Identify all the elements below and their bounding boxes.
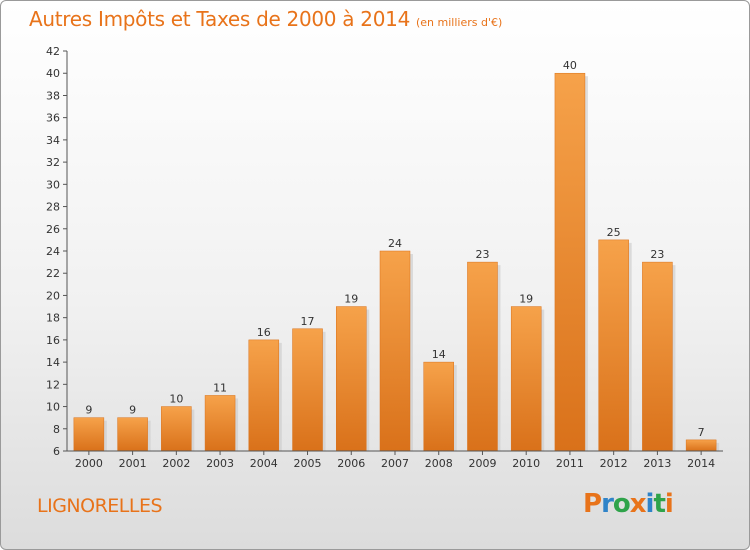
x-tick-label: 2007 (381, 457, 409, 470)
y-tick-label: 30 (46, 178, 60, 191)
x-tick-label: 2003 (206, 457, 234, 470)
bar-value-label: 25 (607, 226, 621, 239)
y-tick-label: 24 (46, 245, 60, 258)
bar-value-label: 40 (563, 59, 577, 72)
bar (554, 72, 586, 452)
bar-value-label: 9 (129, 404, 136, 417)
bar-value-label: 19 (519, 293, 533, 306)
y-tick-label: 20 (46, 289, 60, 302)
x-tick-label: 2014 (687, 457, 715, 470)
bar (510, 306, 542, 452)
x-tick-label: 2004 (250, 457, 278, 470)
y-tick-label: 22 (46, 267, 60, 280)
x-tick-label: 2011 (556, 457, 584, 470)
bar-value-label: 7 (698, 426, 705, 439)
x-tick-label: 2012 (600, 457, 628, 470)
bar-value-label: 24 (388, 237, 402, 250)
y-tick-label: 36 (46, 112, 60, 125)
y-tick-label: 16 (46, 334, 60, 347)
y-tick-label: 18 (46, 312, 60, 325)
x-tick-label: 2009 (468, 457, 496, 470)
y-tick-label: 12 (46, 378, 60, 391)
bar (423, 361, 454, 452)
logo-letter: i (645, 489, 655, 519)
axes-layer: 6 8 10 12 14 16 18 20 22 24 26 28 30 32 34 36 38 40 42 9 200… (46, 45, 723, 470)
x-tick-label: 2002 (162, 457, 190, 470)
bar-value-label: 14 (432, 348, 446, 361)
y-tick-label: 34 (46, 134, 60, 147)
bar-value-label: 9 (85, 404, 92, 417)
proxiti-logo: Proxiti (583, 489, 674, 519)
y-tick-label: 40 (46, 67, 60, 80)
bar (467, 261, 498, 452)
x-tick-label: 2005 (294, 457, 322, 470)
x-tick-label: 2010 (512, 457, 540, 470)
bar-value-label: 10 (169, 393, 183, 406)
y-tick-label: 28 (46, 201, 60, 214)
chart-subtitle: (en milliers d'€) (416, 16, 503, 29)
bar (379, 250, 411, 452)
bar-value-label: 11 (213, 381, 227, 394)
bar (292, 328, 323, 452)
y-tick-label: 10 (46, 401, 60, 414)
bars-layer (73, 72, 720, 452)
bar (161, 406, 192, 452)
x-tick-label: 2008 (425, 457, 453, 470)
logo-letter: i (664, 489, 674, 519)
bar (685, 439, 717, 452)
x-tick-label: 2006 (337, 457, 365, 470)
y-tick-label: 26 (46, 223, 60, 236)
bar (336, 306, 367, 452)
y-tick-label: 42 (46, 45, 60, 58)
y-tick-label: 8 (53, 423, 60, 436)
x-tick-label: 2013 (643, 457, 671, 470)
x-tick-label: 2000 (75, 457, 103, 470)
bar-value-label: 16 (257, 326, 271, 339)
y-tick-label: 32 (46, 156, 60, 169)
logo-letter: P (583, 489, 602, 519)
x-tick-label: 2001 (119, 457, 147, 470)
bar-value-label: 19 (344, 293, 358, 306)
y-tick-label: 14 (46, 356, 60, 369)
logo-letter: x (629, 489, 647, 519)
bar (117, 417, 148, 452)
bar (248, 339, 280, 452)
bar-value-label: 17 (301, 315, 315, 328)
chart-title: Autres Impôts et Taxes de 2000 à 2014 (29, 7, 410, 31)
bar (598, 239, 629, 452)
bar (642, 261, 673, 452)
bar-value-label: 23 (475, 248, 489, 261)
bar-value-label: 23 (650, 248, 664, 261)
y-tick-label: 6 (53, 445, 60, 458)
bar (73, 417, 105, 452)
logo-letter: t (653, 489, 665, 519)
commune-name: LIGNORELLES (37, 495, 163, 517)
y-tick-label: 38 (46, 89, 60, 102)
logo-letter: o (612, 489, 631, 519)
logo-letter: r (601, 489, 614, 519)
bar (204, 395, 236, 452)
title-block: Autres Impôts et Taxes de 2000 à 2014 (en… (29, 7, 502, 31)
